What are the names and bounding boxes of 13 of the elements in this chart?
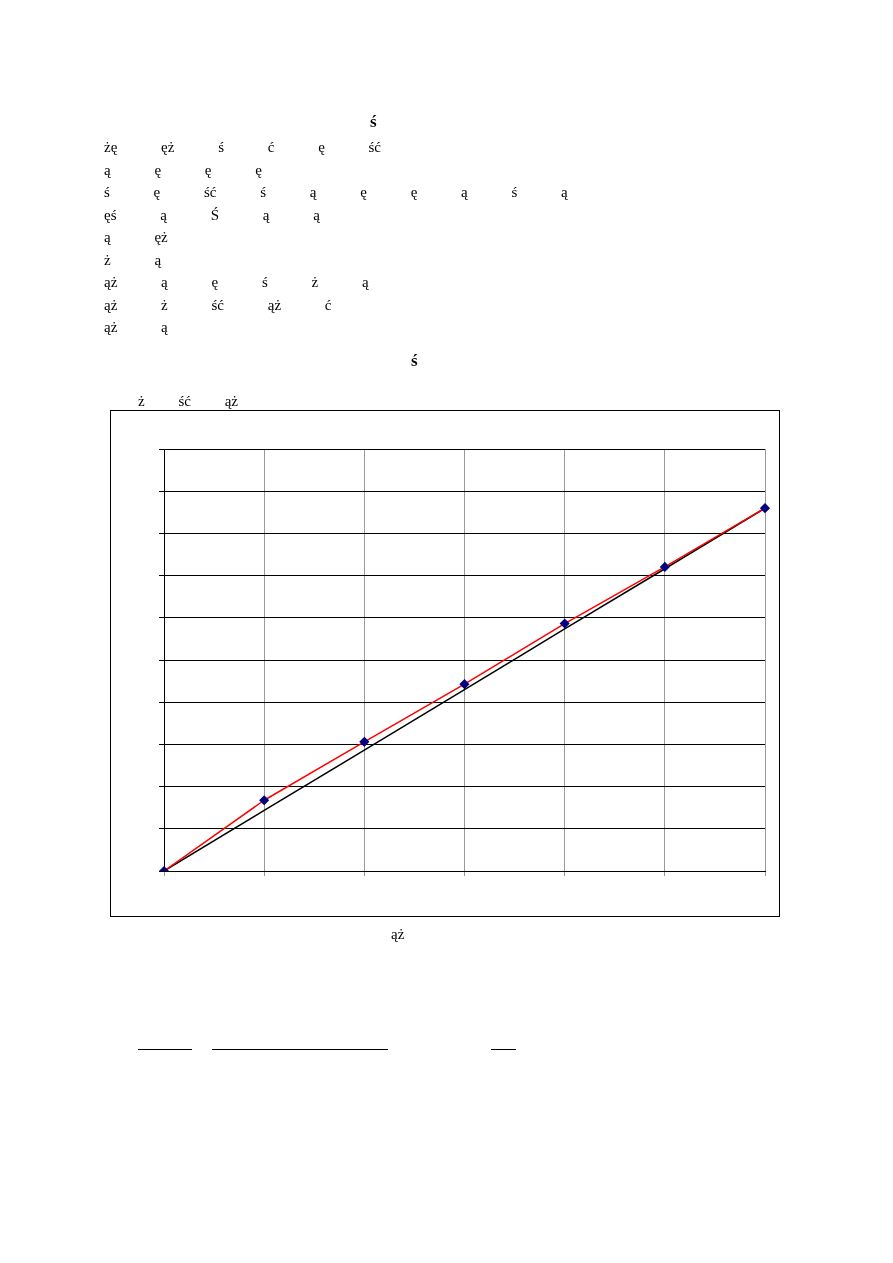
text: ż ść ąż bbox=[138, 393, 238, 410]
chart-title: ś bbox=[411, 351, 418, 371]
text: ąż ż ść ąż ć bbox=[104, 295, 333, 315]
text: ś ę ść ś ą ę ę ą ś ą bbox=[104, 183, 569, 202]
text: żę ęż ś ć ę ść bbox=[104, 138, 383, 157]
text: ąż ą bbox=[104, 318, 169, 337]
text: ęś ą Ś ą ą bbox=[104, 205, 321, 225]
text: ż ą bbox=[104, 250, 163, 270]
text: ąż ą ę ś ż ą bbox=[104, 273, 370, 292]
text: ą ę ę ę bbox=[104, 160, 263, 180]
text: ś bbox=[370, 112, 377, 132]
text: ą ęż bbox=[104, 228, 169, 247]
x-axis-title: ąż bbox=[391, 926, 405, 943]
